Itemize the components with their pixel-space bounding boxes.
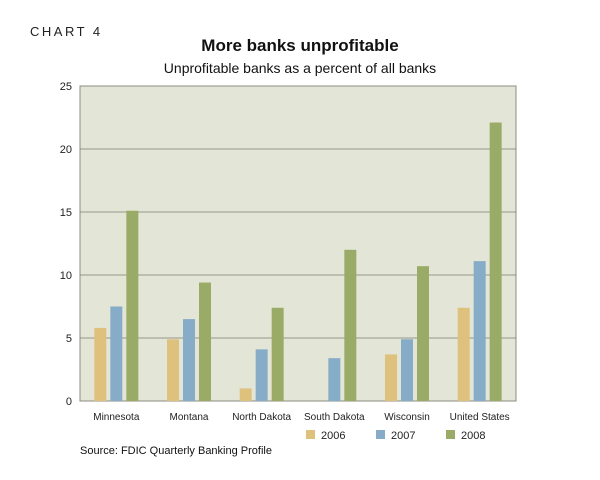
bar-2006-united-states: [457, 307, 470, 401]
legend-swatch: [446, 430, 455, 439]
bar-2007-south-dakota: [328, 358, 341, 401]
chart-subtitle: Unprofitable banks as a percent of all b…: [163, 60, 437, 76]
y-tick-label: 20: [60, 144, 72, 156]
category-label: Wisconsin: [384, 412, 430, 423]
y-tick-label: 25: [60, 81, 72, 93]
bar-2006-wisconsin: [385, 354, 397, 401]
y-tick-label: 10: [60, 270, 72, 282]
bar-2008-wisconsin: [417, 266, 429, 401]
source-note: Source: FDIC Quarterly Banking Profile: [80, 445, 272, 457]
y-tick-label: 15: [60, 207, 72, 219]
chart-number-label: CHART 4: [30, 24, 103, 39]
category-label: South Dakota: [304, 412, 365, 423]
chart-title: More banks unprofitable: [201, 36, 399, 55]
bar-2007-north-dakota: [255, 349, 268, 401]
bar-2008-united-states: [489, 122, 502, 401]
bar-2008-minnesota: [126, 210, 139, 401]
bar-2006-north-dakota: [239, 388, 252, 401]
legend-label: 2007: [391, 430, 415, 442]
bar-2007-united-states: [473, 261, 486, 401]
bar-2007-wisconsin: [401, 339, 413, 401]
bar-2008-south-dakota: [344, 249, 357, 401]
legend-label: 2006: [321, 430, 345, 442]
bar-2007-minnesota: [110, 306, 123, 401]
legend-swatch: [306, 430, 315, 439]
plot-background: [79, 85, 517, 402]
plot-area: 0 5 10 15 20 25 Minnesota Montana North Dakota So…: [60, 81, 517, 423]
bar-2008-montana: [199, 282, 211, 401]
legend-label: 2008: [461, 430, 485, 442]
category-label: United States: [450, 412, 510, 423]
bar-2006-minnesota: [94, 327, 107, 401]
category-label: Minnesota: [93, 412, 140, 423]
bar-2007-montana: [183, 319, 195, 401]
bar-2006-montana: [167, 339, 179, 401]
legend: 2006 2007 2008: [306, 430, 485, 442]
category-label: Montana: [170, 412, 209, 423]
y-tick-label: 5: [66, 333, 72, 345]
category-label: North Dakota: [232, 412, 291, 423]
bar-2008-north-dakota: [271, 307, 284, 401]
legend-swatch: [376, 430, 385, 439]
y-tick-label: 0: [66, 396, 72, 408]
